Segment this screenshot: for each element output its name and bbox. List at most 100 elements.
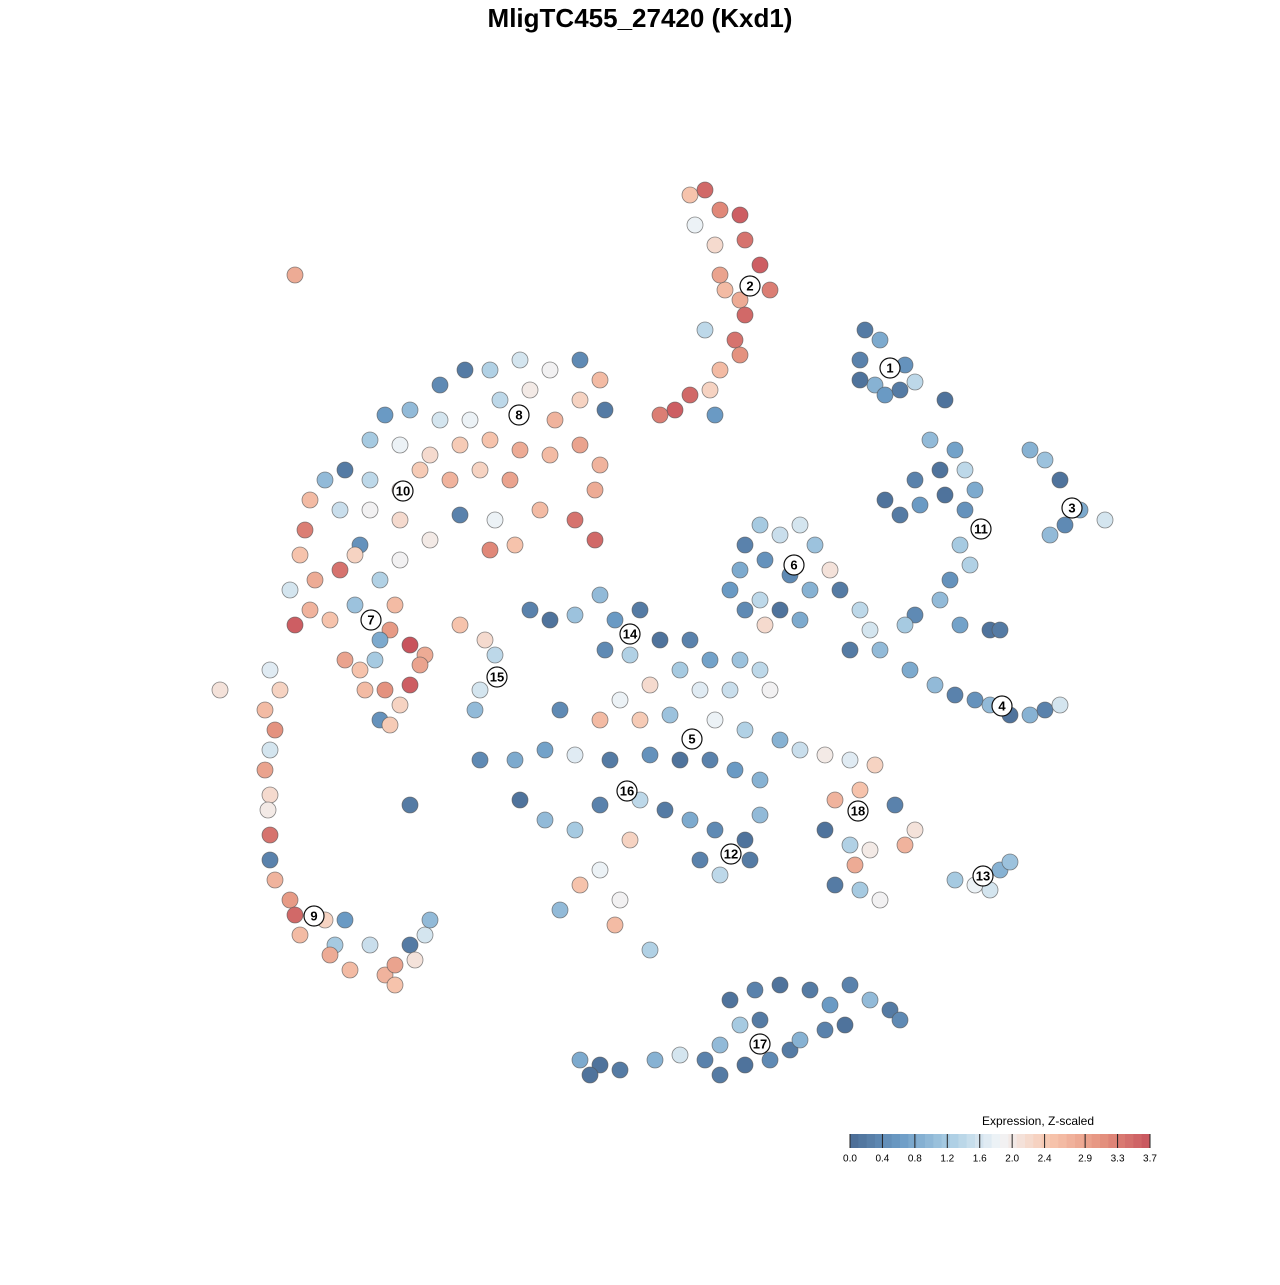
colorbar-swatch — [875, 1134, 884, 1148]
point — [901, 661, 919, 679]
point — [771, 976, 789, 994]
point — [921, 431, 939, 449]
point — [261, 741, 279, 759]
point — [926, 676, 944, 694]
point — [816, 821, 834, 839]
colorbar-swatch — [1116, 1134, 1126, 1148]
colorbar: Expression, Z-scaled 0.0 0.4 0.8 1.2 1.6 2.0 2… — [843, 1114, 1157, 1164]
point — [651, 631, 669, 649]
point — [836, 1016, 854, 1034]
point — [571, 876, 589, 894]
point — [336, 461, 354, 479]
point — [591, 586, 609, 604]
point — [316, 471, 334, 489]
point — [431, 376, 449, 394]
cluster-marker — [970, 518, 992, 540]
point — [731, 651, 749, 669]
point — [361, 501, 379, 519]
point — [431, 411, 449, 429]
point — [291, 926, 309, 944]
point — [481, 431, 499, 449]
point — [816, 1021, 834, 1039]
point — [826, 791, 844, 809]
point — [376, 966, 394, 984]
colorbar-swatch — [1100, 1134, 1109, 1148]
point — [551, 901, 569, 919]
point — [956, 461, 974, 479]
point — [751, 806, 769, 824]
point — [401, 796, 419, 814]
point — [856, 321, 874, 339]
colorbar-swatch — [1058, 1134, 1068, 1148]
point — [671, 661, 689, 679]
cluster-label: 17 — [753, 1036, 767, 1051]
point — [881, 1001, 899, 1019]
colorbar-swatch — [941, 1134, 951, 1148]
point — [321, 611, 339, 629]
point — [511, 791, 529, 809]
colorbar-swatch — [966, 1134, 976, 1148]
cluster-marker — [619, 623, 641, 645]
point — [961, 556, 979, 574]
point — [591, 456, 609, 474]
point — [801, 581, 819, 599]
point — [566, 511, 584, 529]
cluster-label: 7 — [367, 612, 374, 627]
point — [816, 746, 834, 764]
point — [656, 801, 674, 819]
point — [731, 346, 749, 364]
point — [731, 291, 749, 309]
point — [691, 681, 709, 699]
point — [401, 676, 419, 694]
point — [931, 591, 949, 609]
point — [781, 1041, 799, 1059]
point — [851, 371, 869, 389]
point — [946, 871, 964, 889]
point — [951, 536, 969, 554]
point — [286, 266, 304, 284]
point — [681, 386, 699, 404]
cluster-marker — [616, 780, 638, 802]
cluster-label: 15 — [490, 669, 504, 684]
point — [866, 756, 884, 774]
point — [481, 541, 499, 559]
point — [291, 546, 309, 564]
point — [451, 436, 469, 454]
point — [761, 281, 779, 299]
colorbar-swatch — [1033, 1134, 1043, 1148]
colorbar-tick-label: 3.7 — [1143, 1154, 1157, 1165]
point — [731, 1016, 749, 1034]
point — [736, 601, 754, 619]
point — [421, 446, 439, 464]
cluster-marker — [681, 728, 703, 750]
colorbar-swatch — [1091, 1134, 1101, 1148]
point — [696, 181, 714, 199]
point — [331, 561, 349, 579]
cluster-marker — [972, 865, 994, 887]
colorbar-swatch — [883, 1134, 893, 1148]
cluster-label: 1 — [886, 360, 893, 375]
point — [566, 606, 584, 624]
point — [741, 851, 759, 869]
point — [591, 861, 609, 879]
point — [876, 386, 894, 404]
point — [596, 401, 614, 419]
point — [1001, 853, 1019, 871]
cluster-label: 12 — [724, 846, 738, 861]
point — [571, 436, 589, 454]
point — [946, 686, 964, 704]
point — [281, 891, 299, 909]
point — [876, 491, 894, 509]
point — [851, 601, 869, 619]
point — [536, 741, 554, 759]
point — [686, 216, 704, 234]
point — [611, 1061, 629, 1079]
colorbar-swatch — [991, 1134, 1001, 1148]
colorbar-swatch — [858, 1134, 868, 1148]
point — [896, 836, 914, 854]
point — [361, 431, 379, 449]
point — [466, 701, 484, 719]
colorbar-swatch — [1108, 1134, 1118, 1148]
point — [706, 236, 724, 254]
point — [771, 526, 789, 544]
